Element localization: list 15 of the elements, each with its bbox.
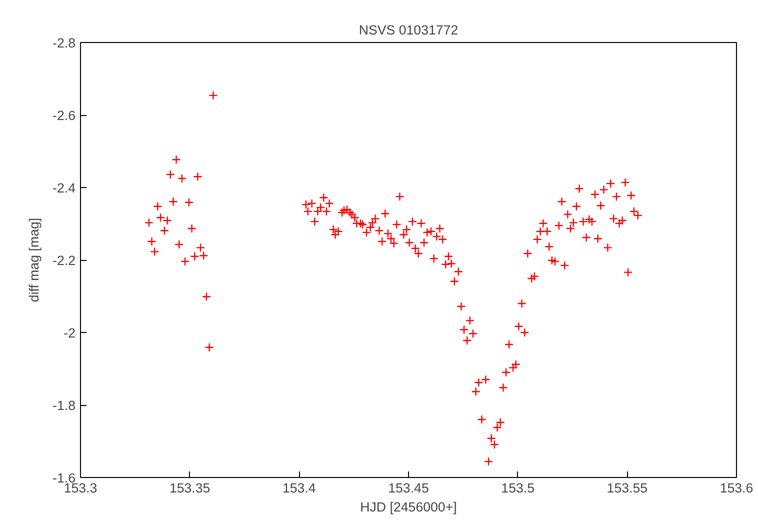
x-tick-label: 153.4: [282, 480, 316, 496]
x-tick-label: 153.6: [720, 480, 754, 496]
y-tick-label: -2.8: [52, 36, 76, 50]
chart-title: NSVS 01031772: [358, 22, 458, 38]
y-tick-label: -2.6: [52, 108, 76, 123]
x-tick-label: 153.35: [169, 480, 210, 496]
y-tick-label: -2.2: [52, 253, 76, 268]
y-axis-title: diff mag [mag]: [26, 218, 42, 302]
y-tick-label: -2: [64, 326, 76, 340]
y-tick-label: -1.8: [52, 398, 76, 413]
x-tick-label: 153.5: [501, 480, 535, 496]
x-tick-label: 153.45: [388, 480, 429, 496]
x-axis-title: HJD [2456000+]: [360, 500, 457, 514]
y-tick-label: -2.4: [52, 180, 76, 196]
x-tick-label: 153.55: [606, 480, 648, 496]
